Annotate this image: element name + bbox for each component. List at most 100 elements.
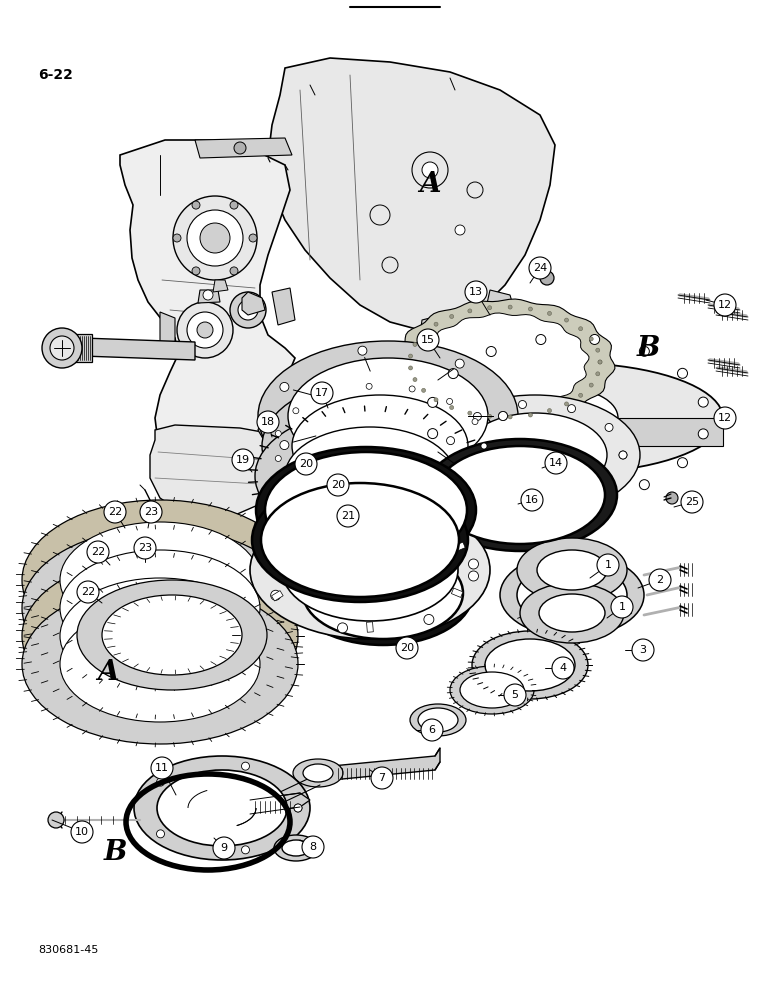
Circle shape bbox=[358, 346, 367, 355]
Bar bbox=[373, 502, 379, 513]
Circle shape bbox=[177, 302, 233, 358]
Text: 6-22: 6-22 bbox=[38, 68, 73, 82]
Ellipse shape bbox=[60, 550, 260, 666]
Circle shape bbox=[311, 382, 333, 404]
Circle shape bbox=[409, 386, 415, 392]
Ellipse shape bbox=[192, 790, 252, 826]
Circle shape bbox=[446, 488, 452, 494]
Circle shape bbox=[370, 205, 390, 225]
Text: 20: 20 bbox=[299, 459, 313, 469]
Circle shape bbox=[249, 234, 257, 242]
Circle shape bbox=[276, 455, 281, 461]
Text: 23: 23 bbox=[138, 543, 152, 553]
Circle shape bbox=[536, 491, 546, 501]
Polygon shape bbox=[272, 288, 295, 325]
Circle shape bbox=[449, 314, 454, 318]
Ellipse shape bbox=[435, 446, 605, 544]
Circle shape bbox=[434, 398, 438, 402]
Circle shape bbox=[589, 337, 593, 341]
Ellipse shape bbox=[288, 358, 488, 474]
Circle shape bbox=[187, 210, 243, 266]
Circle shape bbox=[294, 804, 302, 812]
Circle shape bbox=[71, 821, 93, 843]
Circle shape bbox=[280, 382, 289, 391]
Circle shape bbox=[639, 480, 649, 490]
Ellipse shape bbox=[293, 541, 473, 645]
Circle shape bbox=[564, 402, 568, 406]
Polygon shape bbox=[421, 313, 589, 411]
Text: 20: 20 bbox=[400, 643, 414, 653]
Circle shape bbox=[486, 347, 496, 357]
Circle shape bbox=[504, 684, 526, 706]
Circle shape bbox=[50, 336, 74, 360]
Text: 10: 10 bbox=[75, 827, 89, 837]
Circle shape bbox=[295, 453, 317, 475]
Circle shape bbox=[271, 590, 281, 600]
Text: 9: 9 bbox=[221, 843, 228, 853]
Bar bbox=[272, 591, 283, 601]
Circle shape bbox=[678, 368, 688, 378]
Circle shape bbox=[698, 397, 708, 407]
Circle shape bbox=[280, 425, 290, 435]
Circle shape bbox=[408, 366, 412, 370]
Circle shape bbox=[567, 405, 576, 413]
Circle shape bbox=[605, 423, 613, 431]
Text: 12: 12 bbox=[718, 413, 732, 423]
Text: 23: 23 bbox=[144, 507, 158, 517]
Polygon shape bbox=[150, 425, 275, 518]
Circle shape bbox=[230, 267, 238, 275]
Text: 22: 22 bbox=[108, 507, 122, 517]
Circle shape bbox=[276, 431, 281, 437]
Polygon shape bbox=[413, 363, 723, 473]
Circle shape bbox=[567, 497, 576, 505]
Text: 17: 17 bbox=[315, 388, 329, 398]
Text: 7: 7 bbox=[378, 773, 385, 783]
Circle shape bbox=[257, 411, 279, 433]
Circle shape bbox=[473, 490, 482, 498]
Circle shape bbox=[619, 451, 627, 459]
Ellipse shape bbox=[550, 408, 585, 428]
Circle shape bbox=[234, 142, 246, 154]
Circle shape bbox=[428, 397, 438, 407]
Text: 18: 18 bbox=[261, 417, 275, 427]
Polygon shape bbox=[64, 334, 92, 362]
Circle shape bbox=[325, 391, 331, 397]
Circle shape bbox=[467, 182, 483, 198]
Circle shape bbox=[412, 152, 448, 188]
Ellipse shape bbox=[274, 835, 318, 861]
Circle shape bbox=[449, 457, 459, 467]
Ellipse shape bbox=[410, 704, 466, 736]
Bar bbox=[367, 622, 374, 632]
Circle shape bbox=[579, 393, 583, 397]
Text: 6: 6 bbox=[428, 725, 435, 735]
Circle shape bbox=[213, 837, 235, 859]
Ellipse shape bbox=[285, 427, 455, 525]
Circle shape bbox=[449, 369, 459, 379]
Polygon shape bbox=[160, 312, 175, 348]
Text: 15: 15 bbox=[421, 335, 435, 345]
Circle shape bbox=[242, 762, 249, 770]
Text: 16: 16 bbox=[525, 495, 539, 505]
Ellipse shape bbox=[472, 631, 588, 699]
Circle shape bbox=[545, 452, 567, 474]
Polygon shape bbox=[332, 748, 440, 780]
Circle shape bbox=[42, 328, 82, 368]
Ellipse shape bbox=[134, 756, 310, 860]
Ellipse shape bbox=[303, 547, 463, 639]
Ellipse shape bbox=[463, 413, 607, 497]
Circle shape bbox=[371, 767, 393, 789]
Circle shape bbox=[77, 581, 99, 603]
Circle shape bbox=[469, 559, 479, 569]
Circle shape bbox=[598, 360, 602, 364]
Ellipse shape bbox=[293, 759, 343, 787]
Polygon shape bbox=[486, 290, 515, 314]
Polygon shape bbox=[395, 299, 615, 425]
Circle shape bbox=[327, 474, 349, 496]
Circle shape bbox=[465, 281, 487, 303]
Circle shape bbox=[521, 489, 543, 511]
Circle shape bbox=[337, 623, 347, 633]
Circle shape bbox=[472, 419, 478, 425]
Circle shape bbox=[605, 479, 613, 487]
Ellipse shape bbox=[292, 395, 468, 497]
Circle shape bbox=[408, 354, 412, 358]
